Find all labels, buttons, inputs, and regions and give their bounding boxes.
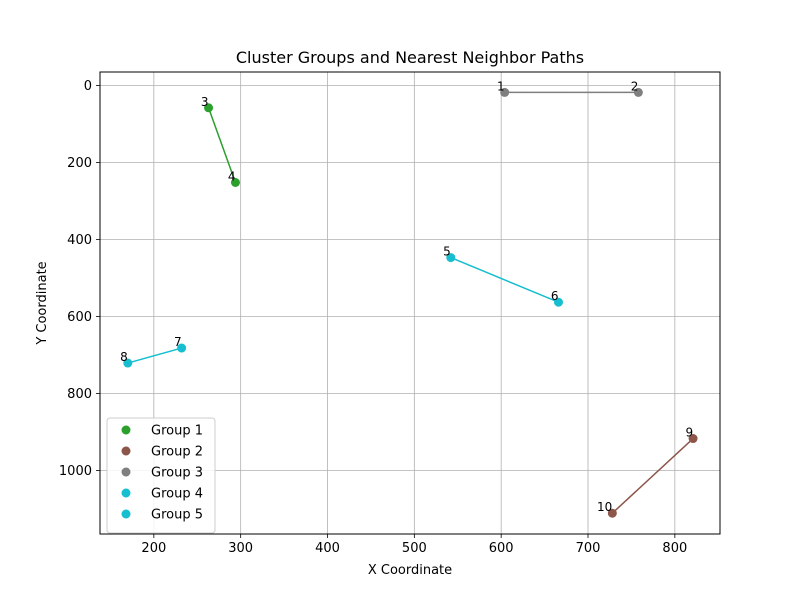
legend-label: Group 1 [151,424,203,439]
y-tick-label: 600 [67,310,92,325]
neighbor-path-dashed [127,347,182,364]
point-label: 4 [228,169,236,183]
legend-label: Group 3 [151,466,203,481]
plot-frame [99,71,721,535]
point-label: 2 [631,79,639,93]
neighbor-paths [127,91,694,514]
y-axis-label: Y Coordinate [35,261,50,345]
legend-label: Group 2 [151,445,203,460]
data-point [633,87,643,97]
data-point [123,358,133,368]
legend-label: Group 5 [151,508,203,523]
x-tick-label: 300 [228,541,253,556]
x-tick-label: 400 [315,541,340,556]
data-point [230,177,240,187]
y-tick-label: 200 [67,156,92,171]
legend-box [106,417,216,534]
data-point [688,434,698,444]
y-tick-label: 1000 [59,464,92,479]
legend-marker [121,446,131,456]
legend-marker [121,425,131,435]
legend-marker [121,509,131,519]
point-label: 9 [685,426,693,440]
x-axis-label: X Coordinate [368,563,452,578]
point-labels: 3 4 9 10 1 2 5 6 7 8 [120,79,693,514]
point-label: 10 [597,500,612,514]
data-point [177,343,187,353]
x-tick-label: 600 [489,541,514,556]
x-tick-label: 800 [662,541,687,556]
neighbor-path-dashed [450,257,559,303]
legend-label: Group 4 [151,487,203,502]
neighbor-path-dashed [611,438,694,514]
point-label: 7 [174,335,182,349]
axis-ticks: 200 300 400 500 600 700 800 0 200 400 600 800 1000 [59,79,687,556]
neighbor-path-dashed [208,107,236,183]
x-tick-label: 200 [141,541,166,556]
legend: Group 1 Group 2 Group 3 Group 4 Group 5 [106,417,216,534]
legend-marker [121,467,131,477]
point-label: 1 [497,79,505,93]
y-tick-label: 400 [67,233,92,248]
point-label: 3 [201,95,209,109]
data-point [446,253,456,263]
grid [100,72,720,534]
y-tick-label: 800 [67,387,92,402]
x-tick-label: 700 [576,541,601,556]
point-label: 8 [120,350,128,364]
point-label: 6 [551,289,559,303]
data-points [123,87,698,518]
legend-marker [121,488,131,498]
chart-title: Cluster Groups and Nearest Neighbor Path… [236,48,584,67]
point-label: 5 [443,245,451,259]
data-point [500,87,510,97]
data-point [553,297,563,307]
x-tick-label: 500 [402,541,427,556]
data-point [607,508,617,518]
data-point [204,103,214,113]
y-tick-label: 0 [84,79,92,94]
